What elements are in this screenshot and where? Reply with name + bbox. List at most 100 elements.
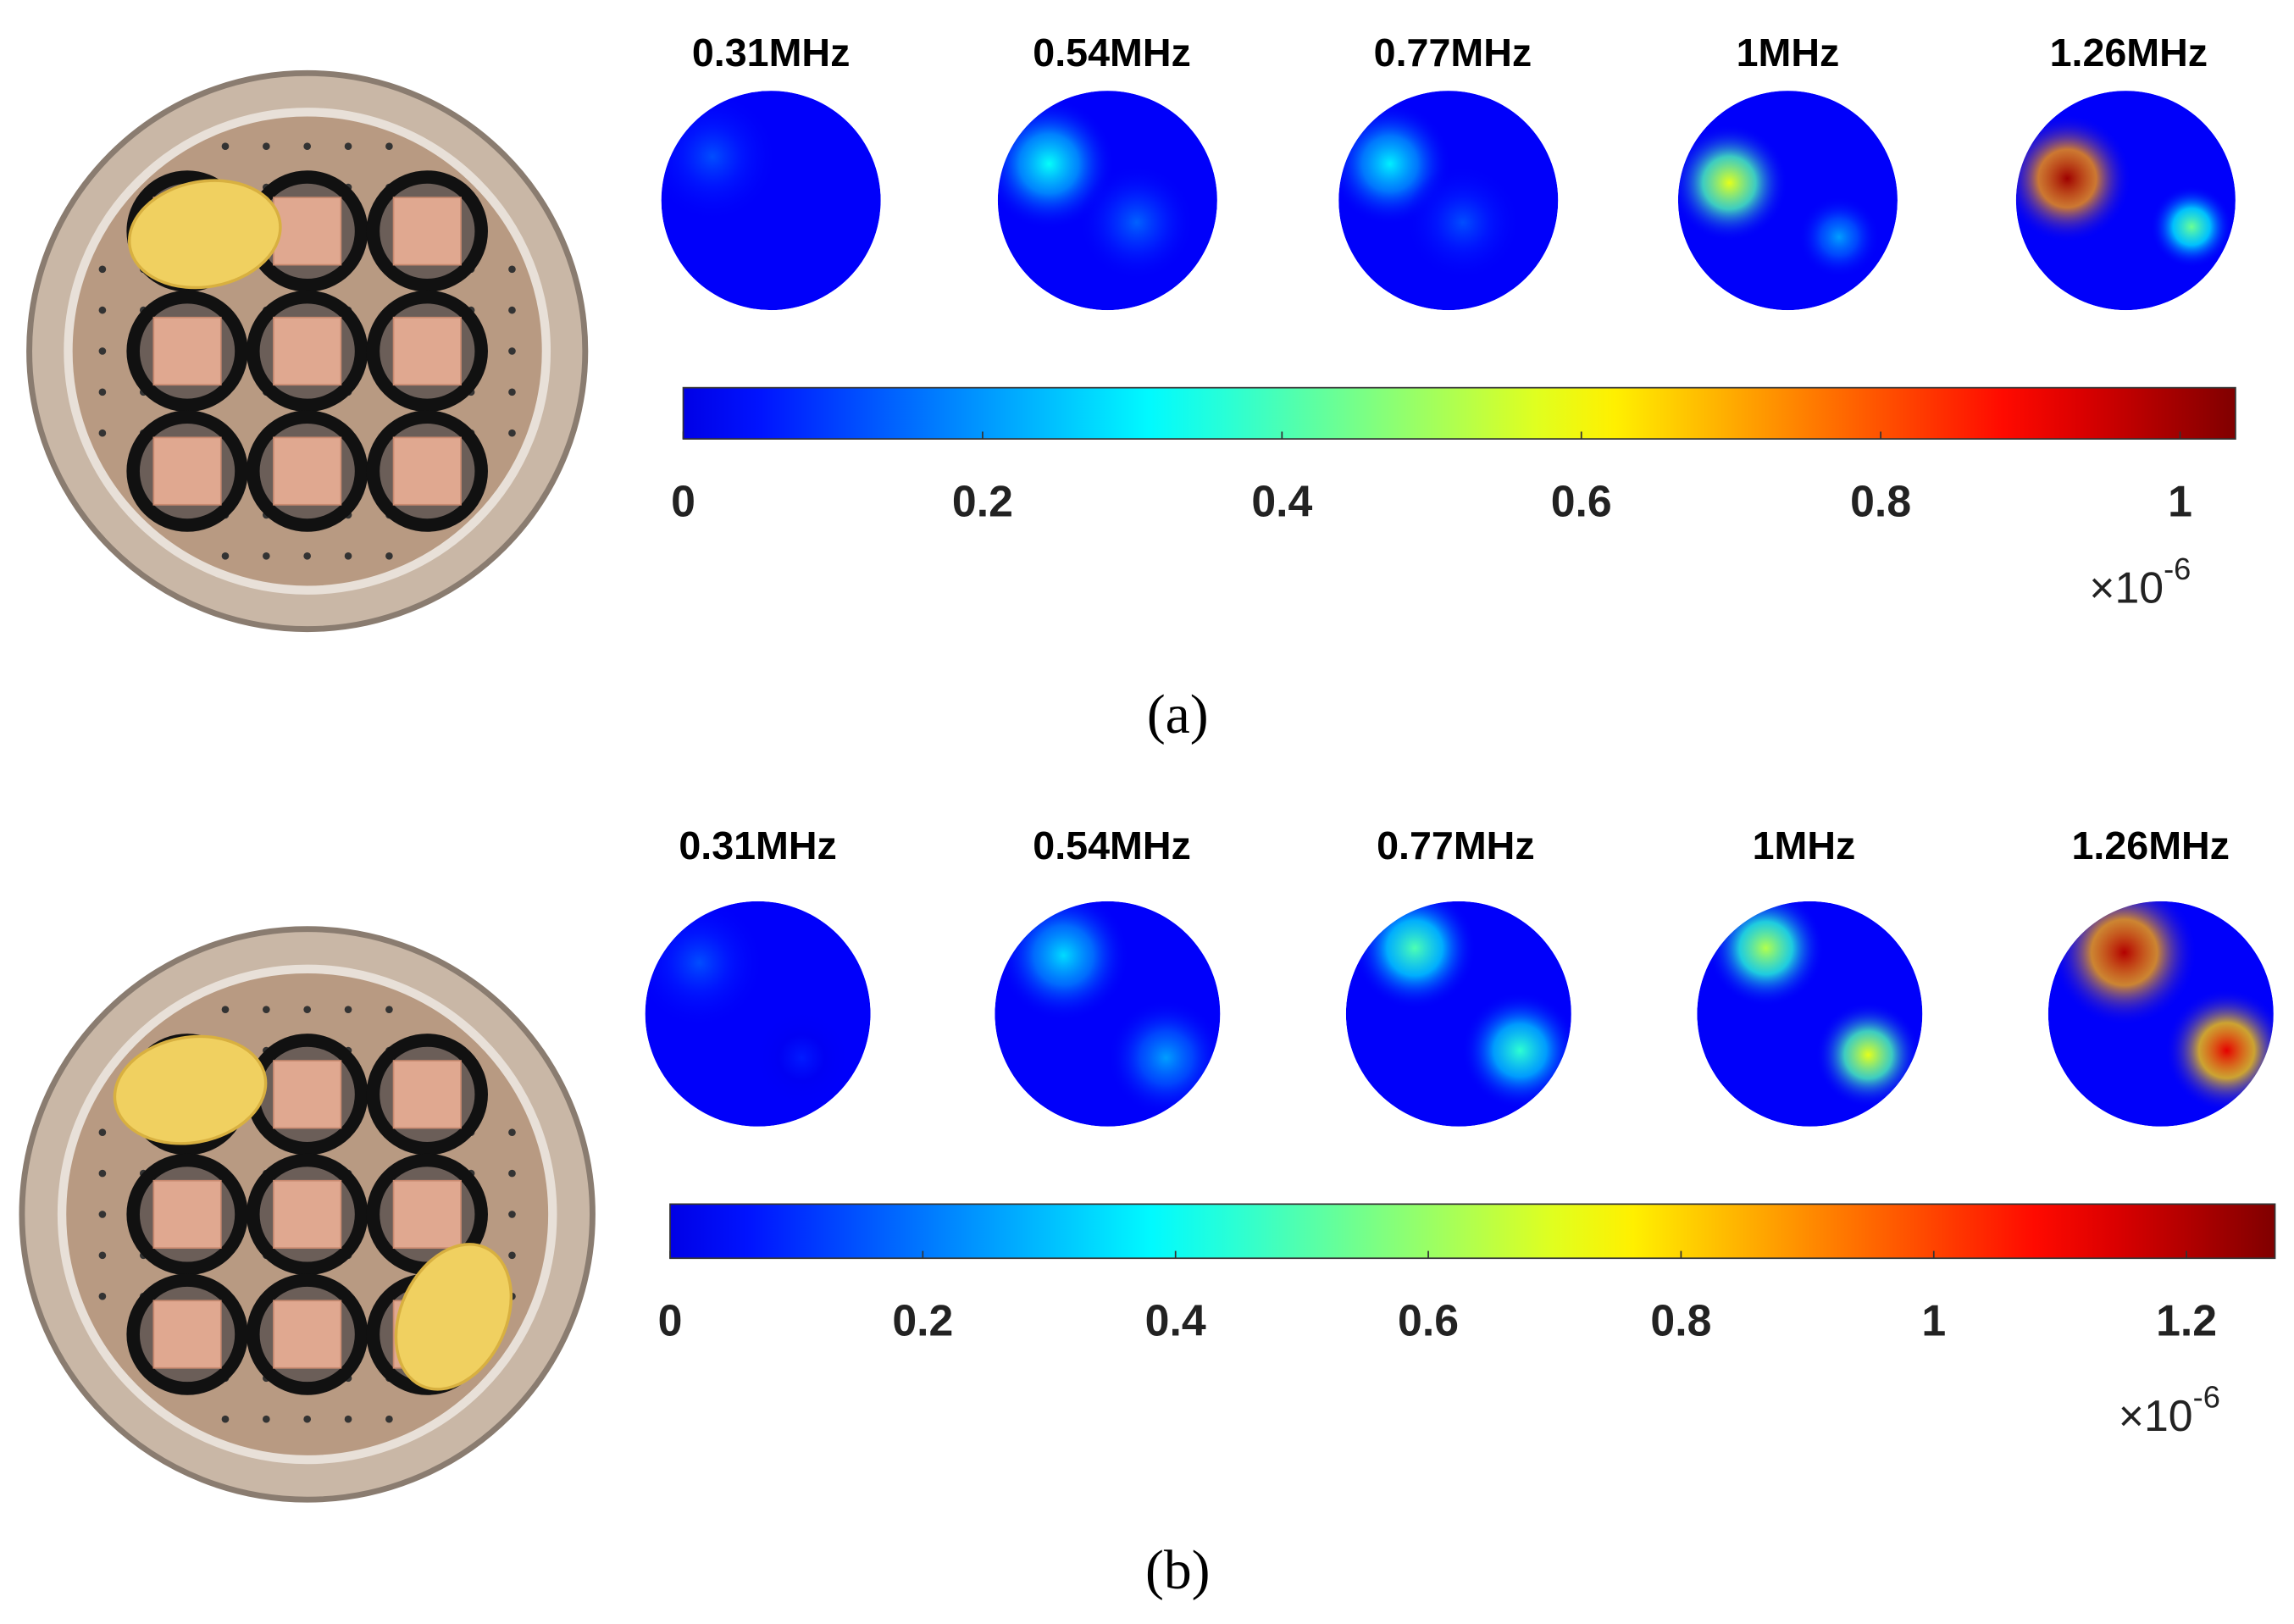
heatmap [645,901,871,1127]
dish-hole [508,306,516,314]
heat-blob [997,901,1130,1022]
heat-blob [661,91,779,223]
heatmap [997,91,1217,311]
electrode-pad [392,197,462,266]
colorbar-multiplier: ×10-6 [2089,551,2191,612]
dish-hole [98,429,107,437]
dish-hole [508,1128,516,1137]
frequency-label: 1.26MHz [2071,823,2230,867]
heatmap [2015,91,2236,311]
multiplier-exponent: -6 [2193,1379,2220,1414]
colorbar-tick-label: 0.6 [1551,477,1612,526]
dish-hole [98,1251,107,1260]
colorbar-tick-label: 1.2 [2156,1296,2217,1345]
colorbar-multiplier: ×10-6 [2119,1379,2220,1440]
corn-kernel [113,1034,268,1145]
corn-kernel [127,179,282,290]
heat-blob [645,901,766,1029]
frequency-label: 1MHz [1737,30,1840,75]
dish-hole [385,1415,393,1423]
frequency-label: 0.54MHz [1033,823,1191,867]
heat-blob [1078,164,1195,281]
dish-hole [303,551,312,560]
heatmap [2047,901,2274,1127]
heat-blob [750,1006,853,1110]
dish-hole [221,551,230,560]
dish-hole [508,1169,516,1178]
dish-hole [221,142,230,151]
colorbar-tick-label: 0.2 [952,477,1013,526]
frequency-label: 0.54MHz [1033,30,1191,75]
dish-hole [221,1415,230,1423]
heatmap [1345,901,1571,1127]
dish-hole [98,1292,107,1300]
dish-hole [263,1415,270,1423]
multiplier-base: ×10 [2119,1391,2193,1440]
frequency-label: 1MHz [1753,823,1856,867]
heat-blob [1798,196,1881,279]
electrode-pad [273,436,342,506]
dish-hole [263,551,270,560]
dish-hole [98,1211,107,1218]
electrode-pad [273,316,342,386]
heat-blob [1353,901,1477,1010]
colorbar-tick-label: 0.4 [1251,477,1312,526]
frequency-label: 0.77MHz [1377,823,1535,867]
dish-hole [98,347,107,355]
heat-blob [2051,901,2198,1026]
electrode-pad [392,436,462,506]
dish-hole [344,142,352,151]
colorbar-tick-label: 0.8 [1650,1296,1711,1345]
colorbar-tick-label: 1 [2168,477,2192,526]
colorbar-tick-label: 0.4 [1145,1296,1206,1345]
heat-blob [1404,164,1522,281]
dish-hole [303,142,312,151]
dish-hole [263,1006,270,1013]
colorbar-tick-label: 0.8 [1850,477,1911,526]
electrode-pad [152,436,222,506]
electrode-pad [273,1300,342,1369]
heat-blob [2015,114,2132,243]
heat-blob [1815,1002,1921,1108]
colorbar-tick-label: 0 [658,1296,683,1345]
electrode-pad [392,1060,462,1129]
corn-kernel [394,1243,513,1391]
heatmap [1338,91,1559,311]
dish-hole [303,1006,312,1013]
dish-hole [303,1415,312,1423]
heatmap [1697,901,1923,1127]
colorbar-tick-label: 0 [671,477,695,526]
heatmap [995,901,1221,1127]
electrode-pad [392,316,462,386]
heat-blob [2165,989,2274,1112]
colorbar-tick-label: 1 [1921,1296,1946,1345]
frequency-label: 0.77MHz [1374,30,1532,75]
electrode-pad [273,1179,342,1250]
heat-blob [2150,186,2233,269]
dish-hole [508,429,516,437]
heat-blob [1707,901,1825,1007]
heatmap [1677,91,1898,311]
dish-hole [508,1211,516,1218]
heat-blob [1461,991,1571,1110]
panel-caption: (a) [1147,685,1209,745]
dish-hole [344,551,352,560]
frequency-label: 0.31MHz [692,30,851,75]
dish-hole [508,347,516,355]
heat-blob [1107,999,1221,1117]
electrode-pad [273,197,342,266]
heat-blob [1677,124,1788,241]
panel-caption: (b) [1145,1540,1211,1601]
dish-hole [385,142,393,151]
dish-hole [221,1006,230,1013]
dish-hole [344,1006,352,1013]
dish-hole [98,1169,107,1178]
frequency-label: 0.31MHz [679,823,837,867]
colorbar-tick-label: 0.6 [1398,1296,1459,1345]
multiplier-base: ×10 [2089,563,2164,612]
dish-hole [98,1128,107,1137]
colorbar [682,386,2236,440]
electrode-pad [152,316,222,386]
